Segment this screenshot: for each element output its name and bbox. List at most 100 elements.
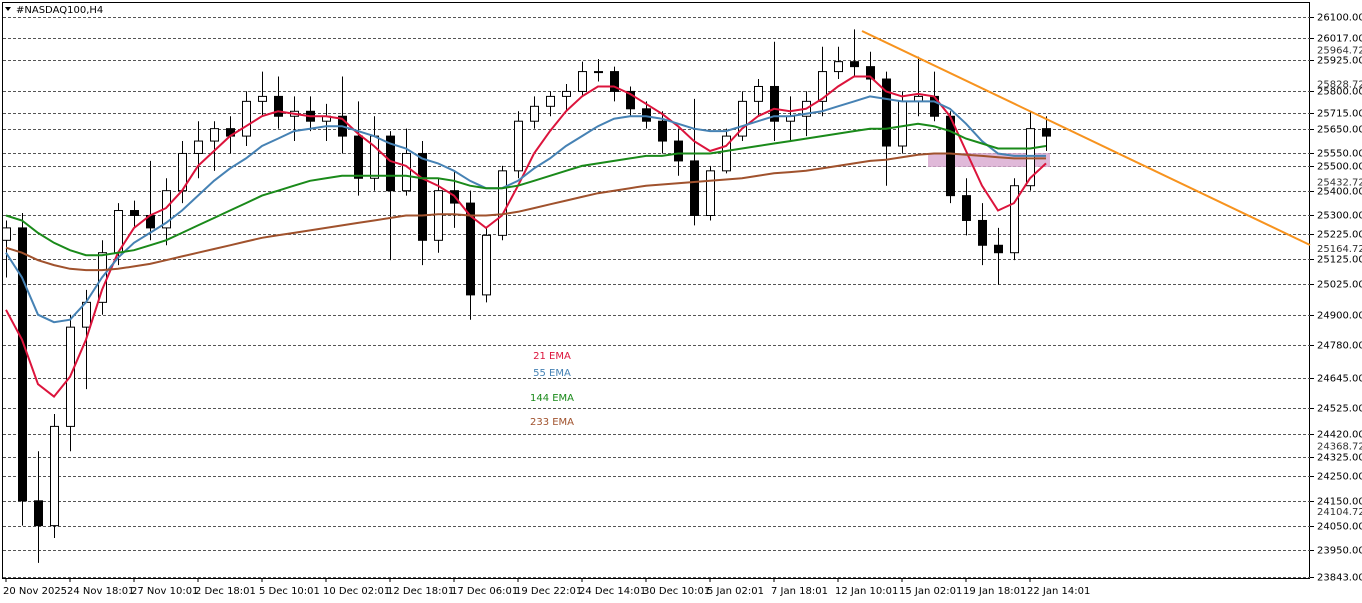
candle-body xyxy=(818,71,827,102)
candle-body xyxy=(962,195,971,221)
legend-label: 144 EMA xyxy=(530,393,574,404)
y-tick-label: 25925.00 xyxy=(1317,56,1362,67)
x-tick-label: 22 Jan 14:01 xyxy=(1027,586,1090,597)
ema-line xyxy=(5,95,1046,324)
y-tick-label: 24525.00 xyxy=(1317,404,1362,415)
candle-body xyxy=(562,90,571,97)
candle-body xyxy=(690,160,699,216)
y-tick-label: 23950.00 xyxy=(1317,546,1362,557)
candle-body xyxy=(242,100,251,137)
candle-body xyxy=(626,90,635,110)
y-tick-label: 24150.00 xyxy=(1317,497,1362,508)
y-tick-label: 26017.00 xyxy=(1317,34,1362,45)
x-tick-label: 17 Dec 06:01 xyxy=(451,586,518,597)
candle-body xyxy=(34,500,43,527)
candle-body xyxy=(130,210,139,216)
y-tick-label: 25500.00 xyxy=(1317,162,1362,173)
candle-body xyxy=(50,425,59,527)
price-marker-label: 25432.72 xyxy=(1317,178,1362,189)
y-tick-label: 25125.00 xyxy=(1317,255,1362,266)
y-tick-label: 25550.00 xyxy=(1317,149,1362,160)
candle-body xyxy=(578,71,587,92)
ema-line xyxy=(5,75,1047,398)
candle-body xyxy=(434,190,443,241)
x-tick-label: 10 Dec 02:01 xyxy=(323,586,390,597)
trend-line xyxy=(861,30,1311,246)
candle-body xyxy=(898,100,907,147)
x-tick-label: 27 Nov 10:01 xyxy=(131,586,198,597)
y-tick-label: 25650.00 xyxy=(1317,125,1362,136)
candle-body xyxy=(546,95,555,107)
candle-body xyxy=(946,115,955,197)
candle-body xyxy=(274,95,283,117)
candle-body xyxy=(418,152,427,241)
y-tick-label: 24050.00 xyxy=(1317,522,1362,533)
price-marker-label: 24104.72 xyxy=(1317,507,1362,518)
y-tick-label: 24900.00 xyxy=(1317,311,1362,322)
y-tick-label: 25225.00 xyxy=(1317,230,1362,241)
ema-line xyxy=(5,152,1046,272)
candle-body xyxy=(754,85,763,102)
candle-body xyxy=(402,152,411,192)
legend-label: 55 EMA xyxy=(533,368,571,379)
x-tick-label: 24 Nov 18:01 xyxy=(67,586,134,597)
candle-body xyxy=(530,105,539,122)
candle-body xyxy=(834,61,843,73)
candle-body xyxy=(722,135,731,172)
x-tick-label: 24 Dec 14:01 xyxy=(579,586,646,597)
x-tick-label: 5 Jan 02:01 xyxy=(707,586,764,597)
x-tick-label: 5 Dec 10:01 xyxy=(259,586,320,597)
candle-body xyxy=(882,78,891,147)
candle-body xyxy=(370,135,379,179)
candle-body xyxy=(482,234,491,296)
x-tick-label: 19 Dec 22:01 xyxy=(515,586,582,597)
candle-body xyxy=(466,202,475,296)
candle-body xyxy=(738,100,747,137)
candle-body xyxy=(386,135,395,192)
candle-body xyxy=(18,227,27,502)
candle-body xyxy=(1026,128,1035,187)
marks xyxy=(2,29,1051,563)
x-tick-label: 12 Jan 10:01 xyxy=(835,586,898,597)
candle-body xyxy=(210,128,219,142)
y-tick-label: 24645.00 xyxy=(1317,374,1362,385)
y-tick-label: 26100.00 xyxy=(1317,13,1362,24)
candle-body xyxy=(994,244,1003,254)
price-marker-label: 25828.72 xyxy=(1317,79,1362,90)
candle-body xyxy=(706,170,715,216)
candle-body xyxy=(498,170,507,236)
x-tick-label: 2 Dec 18:01 xyxy=(195,586,256,597)
y-tick-label: 25300.00 xyxy=(1317,211,1362,222)
candle-body xyxy=(850,61,859,68)
x-tick-label: 20 Nov 2025 xyxy=(3,586,67,597)
menu-arrow xyxy=(5,7,11,11)
candle-body xyxy=(866,66,875,80)
ema-line xyxy=(5,122,1047,257)
y-tick-label: 24325.00 xyxy=(1317,453,1362,464)
candle-body xyxy=(978,219,987,246)
candle-body xyxy=(594,71,603,74)
x-tick-label: 7 Jan 18:01 xyxy=(771,586,828,597)
candle-body xyxy=(642,108,651,122)
candle-body xyxy=(658,120,667,142)
y-tick-label: 25715.00 xyxy=(1317,109,1362,120)
candle-body xyxy=(2,227,11,241)
x-tick-label: 19 Jan 18:01 xyxy=(963,586,1026,597)
y-tick-label: 24250.00 xyxy=(1317,472,1362,483)
price-marker-label: 25164.72 xyxy=(1317,244,1362,255)
candle-body xyxy=(194,140,203,154)
y-tick-label: 25400.00 xyxy=(1317,187,1362,198)
y-tick-label: 24780.00 xyxy=(1317,341,1362,352)
y-tick-label: 23843.00 xyxy=(1317,573,1362,584)
chart-title: #NASDAQ100,H4 xyxy=(16,5,103,16)
x-tick-label: 30 Dec 10:01 xyxy=(643,586,710,597)
candle-body xyxy=(1042,128,1051,137)
candle-body xyxy=(514,120,523,172)
candle-body xyxy=(610,71,619,92)
axes: 26100.00 26017.00 25925.00 25800.00 25715.00… xyxy=(3,13,1362,598)
y-tick-label: 25025.00 xyxy=(1317,280,1362,291)
y-tick-label: 25800.00 xyxy=(1317,87,1362,98)
y-tick-label: 24420.00 xyxy=(1317,430,1362,441)
